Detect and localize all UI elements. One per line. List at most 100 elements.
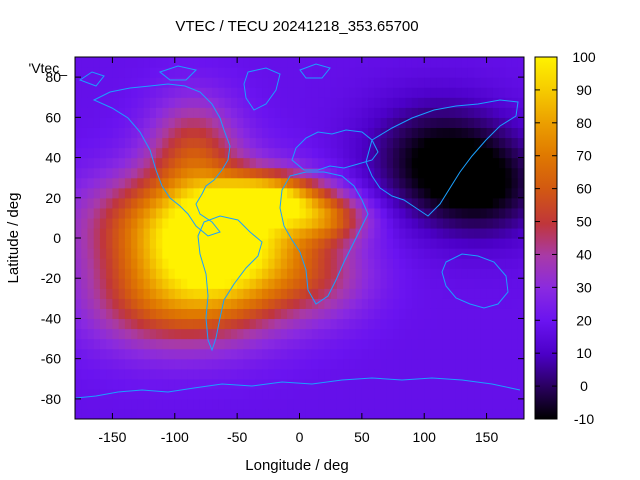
heatmap-cell [262, 308, 269, 320]
heatmap-cell [87, 217, 95, 229]
heatmap-cell [386, 268, 394, 279]
heatmap-cell [330, 87, 338, 98]
heatmap-cell [93, 318, 101, 330]
heatmap-cell [424, 408, 432, 419]
heatmap-cell [455, 368, 463, 380]
heatmap-cell [75, 147, 82, 159]
heatmap-cell [249, 107, 257, 118]
heatmap-cell [430, 197, 438, 209]
heatmap-cell [361, 197, 369, 209]
heatmap-cell [218, 67, 226, 78]
heatmap-cell [436, 328, 444, 340]
heatmap-cell [255, 318, 263, 330]
heatmap-cell [287, 268, 294, 279]
heatmap-cell [268, 398, 276, 410]
heatmap-cell [405, 408, 413, 419]
heatmap-cell [461, 308, 469, 320]
heatmap-cell [174, 87, 182, 98]
heatmap-cell [131, 137, 138, 149]
heatmap-cell [511, 167, 519, 179]
heatmap-cell [93, 157, 101, 169]
heatmap-cell [280, 338, 288, 350]
heatmap-cell [368, 358, 375, 370]
heatmap-cell [517, 197, 524, 209]
heatmap-cell [455, 408, 463, 419]
heatmap-cell [131, 288, 138, 299]
heatmap-cell [424, 328, 432, 340]
heatmap-cell [505, 258, 513, 269]
heatmap-cell [249, 398, 257, 410]
heatmap-cell [374, 348, 382, 360]
heatmap-cell [131, 248, 138, 259]
heatmap-cell [361, 117, 369, 128]
heatmap-cell [505, 177, 513, 189]
x-tick-label: 50 [354, 429, 370, 445]
heatmap-cell [305, 388, 313, 400]
heatmap-cell [474, 207, 481, 219]
heatmap-cell [355, 288, 363, 299]
heatmap-cell [243, 348, 251, 360]
heatmap-cell [411, 107, 419, 118]
heatmap-cell [374, 308, 382, 320]
heatmap-cell [455, 207, 463, 219]
heatmap-cell [199, 338, 207, 350]
heatmap-cell [124, 57, 132, 68]
heatmap-cell [336, 227, 344, 239]
heatmap-cell [237, 147, 244, 159]
x-tick-label: -50 [227, 429, 247, 445]
heatmap-cell [417, 127, 425, 139]
heatmap-cell [505, 197, 513, 209]
heatmap-cell [268, 77, 276, 88]
heatmap-cell [106, 288, 114, 299]
heatmap-cell [393, 157, 400, 169]
heatmap-cell [455, 258, 463, 269]
heatmap-cell [174, 157, 182, 169]
heatmap-cell [274, 328, 282, 340]
heatmap-cell [305, 298, 313, 309]
heatmap-cell [430, 217, 438, 229]
heatmap-cell [193, 368, 201, 380]
heatmap-cell [99, 187, 107, 199]
heatmap-cell [118, 197, 126, 209]
heatmap-cell [287, 187, 294, 199]
heatmap-cell [255, 97, 263, 108]
heatmap-cell [137, 77, 145, 88]
heatmap-cell [193, 408, 201, 419]
heatmap-cell [511, 258, 519, 269]
heatmap-cell [112, 77, 120, 88]
heatmap-cell [349, 318, 357, 330]
heatmap-cell [355, 308, 363, 320]
heatmap-cell [455, 338, 463, 350]
heatmap-cell [124, 248, 132, 259]
heatmap-cell [436, 77, 444, 88]
heatmap-cell [330, 268, 338, 279]
heatmap-cell [467, 378, 475, 390]
heatmap-cell [361, 107, 369, 118]
heatmap-cell [349, 187, 357, 199]
heatmap-cell [492, 187, 500, 199]
heatmap-cell [293, 328, 301, 340]
heatmap-cell [305, 278, 313, 289]
heatmap-cell [230, 348, 238, 360]
heatmap-cell [243, 268, 251, 279]
heatmap-cell [149, 328, 157, 340]
heatmap-cell [224, 97, 232, 108]
heatmap-cell [455, 187, 463, 199]
heatmap-cell [118, 368, 126, 380]
heatmap-cell [349, 398, 357, 410]
heatmap-cell [199, 368, 207, 380]
heatmap-cell [461, 207, 469, 219]
heatmap-cell [181, 117, 188, 128]
heatmap-cell [181, 378, 188, 390]
heatmap-cell [174, 358, 182, 370]
heatmap-cell [124, 87, 132, 98]
heatmap-cell [474, 177, 481, 189]
heatmap-cell [417, 97, 425, 108]
heatmap-cell [411, 398, 419, 410]
heatmap-cell [430, 288, 438, 299]
heatmap-cell [168, 97, 176, 108]
heatmap-cell [193, 137, 201, 149]
heatmap-cell [318, 87, 326, 98]
heatmap-cell [255, 278, 263, 289]
heatmap-cell [517, 268, 524, 279]
